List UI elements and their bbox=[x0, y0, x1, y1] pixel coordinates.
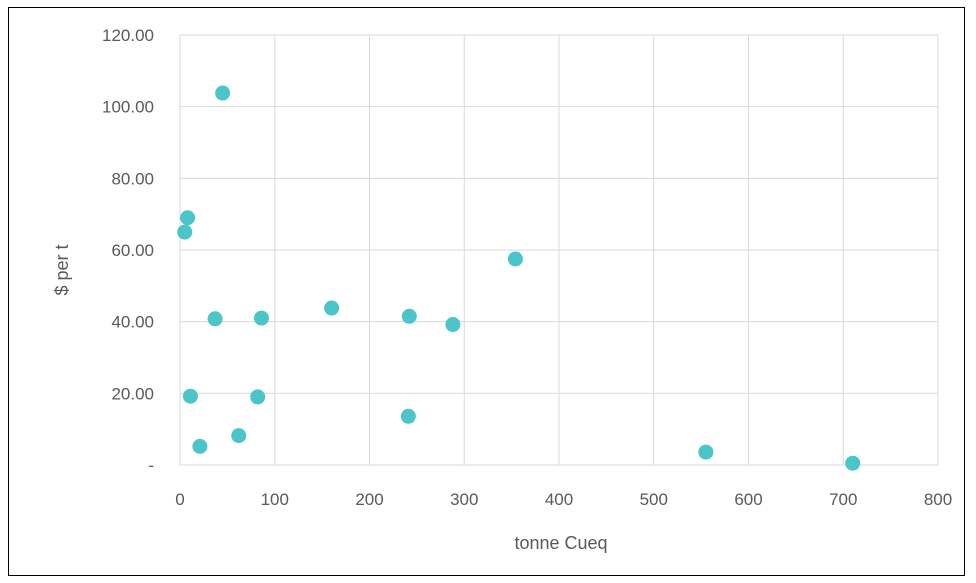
x-axis-title: tonne Cueq bbox=[514, 533, 607, 553]
data-point bbox=[400, 408, 416, 424]
data-point bbox=[507, 251, 523, 267]
data-point bbox=[177, 224, 193, 240]
data-point bbox=[324, 300, 340, 316]
data-point bbox=[192, 438, 208, 454]
x-tick-label: 400 bbox=[545, 490, 573, 509]
x-tick-label: 100 bbox=[261, 490, 289, 509]
x-axis-ticks: 0 100 200 300 400 500 600 700 800 bbox=[175, 490, 952, 509]
y-tick-label: - bbox=[148, 456, 154, 475]
x-tick-label: 800 bbox=[924, 490, 952, 509]
y-tick-label: 40.00 bbox=[111, 313, 154, 332]
data-point bbox=[445, 317, 461, 333]
data-point bbox=[253, 310, 269, 326]
data-point bbox=[180, 210, 196, 226]
gridlines bbox=[179, 34, 939, 466]
y-tick-label: 120.00 bbox=[102, 26, 154, 45]
x-tick-label: 600 bbox=[734, 490, 762, 509]
data-point bbox=[698, 444, 714, 460]
x-tick-label: 700 bbox=[829, 490, 857, 509]
y-axis-title: $ per t bbox=[52, 244, 72, 295]
chart-area bbox=[8, 7, 965, 576]
data-points bbox=[177, 85, 861, 471]
x-tick-label: 300 bbox=[450, 490, 478, 509]
data-point bbox=[250, 389, 266, 405]
y-tick-label: 80.00 bbox=[111, 169, 154, 188]
x-tick-label: 500 bbox=[640, 490, 668, 509]
data-point bbox=[401, 308, 417, 324]
data-point bbox=[182, 388, 198, 404]
y-axis-ticks: - 20.00 40.00 60.00 80.00 100.00 120.00 bbox=[102, 26, 154, 475]
y-tick-label: 20.00 bbox=[111, 384, 154, 403]
x-tick-label: 0 bbox=[175, 490, 184, 509]
y-tick-label: 100.00 bbox=[102, 98, 154, 117]
data-point bbox=[845, 455, 861, 471]
data-point bbox=[215, 85, 231, 101]
y-tick-label: 60.00 bbox=[111, 241, 154, 260]
data-point bbox=[231, 428, 247, 444]
x-tick-label: 200 bbox=[355, 490, 383, 509]
data-point bbox=[207, 311, 223, 327]
